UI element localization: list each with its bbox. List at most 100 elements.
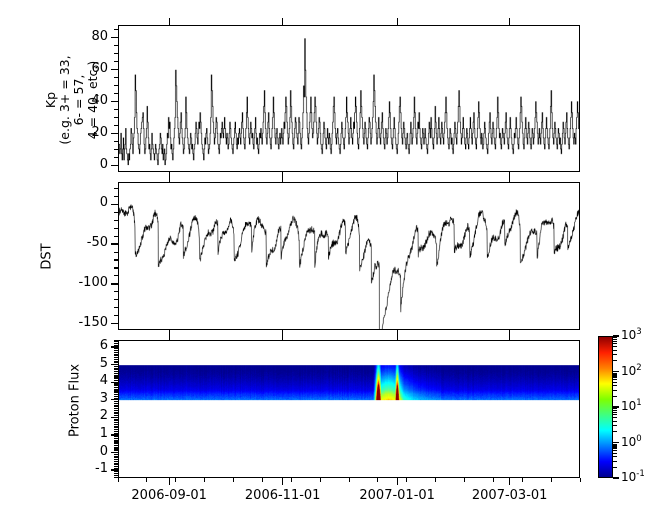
dst-minor-tick xyxy=(114,235,118,237)
proton-flux-minor-tick xyxy=(114,434,118,436)
x-axis-tick-top xyxy=(396,175,398,182)
proton-flux-minor-tick xyxy=(114,415,118,417)
colorbar-minor-tick xyxy=(613,338,617,341)
x-axis-tick-top xyxy=(168,18,170,25)
colorbar-minor-tick xyxy=(613,447,617,449)
kp-minor-tick xyxy=(114,29,118,31)
proton-flux-minor-tick xyxy=(114,383,118,385)
colorbar-minor-tick xyxy=(613,343,617,345)
dst-panel xyxy=(118,182,580,330)
colorbar-minor-tick xyxy=(613,420,617,422)
colorbar-minor-tick xyxy=(613,460,617,462)
proton-flux-minor-tick xyxy=(114,459,118,461)
kp-y-axis-label: Kp (e.g. 3+ = 33, 6- = 57, 4 = 40, etc.) xyxy=(43,20,100,180)
kp-plot-canvas xyxy=(119,26,579,171)
colorbar-minor-tick xyxy=(613,456,617,458)
proton-flux-minor-tick xyxy=(114,350,118,352)
proton-flux-minor-tick xyxy=(114,369,118,371)
proton-flux-minor-tick xyxy=(114,401,118,403)
proton-flux-spectrogram-canvas xyxy=(119,341,579,477)
kp-minor-tick xyxy=(114,93,118,95)
proton-flux-minor-tick xyxy=(114,364,118,366)
colorbar-minor-tick xyxy=(613,389,617,391)
proton-flux-minor-tick xyxy=(114,460,118,462)
dst-y-axis-label: DST xyxy=(39,243,55,270)
x-axis-minor-tick xyxy=(579,478,581,482)
proton-flux-minor-tick xyxy=(114,418,118,420)
kp-ylabel-line-1: (e.g. 3+ = 33, xyxy=(57,55,72,145)
proton-flux-minor-tick xyxy=(114,425,118,427)
x-axis-tick xyxy=(509,478,511,485)
proton-flux-minor-tick xyxy=(114,358,118,360)
colorbar-minor-tick xyxy=(613,337,617,339)
proton-flux-minor-tick xyxy=(114,353,118,355)
proton-flux-minor-tick xyxy=(114,344,118,346)
x-axis-minor-tick xyxy=(550,478,552,482)
x-axis-minor-tick xyxy=(290,478,292,482)
proton-flux-minor-tick xyxy=(114,390,118,392)
kp-panel xyxy=(118,25,580,172)
proton-flux-minor-tick xyxy=(114,436,118,438)
dst-minor-tick xyxy=(114,275,118,277)
proton-flux-tick-label: 1 xyxy=(99,425,108,441)
colorbar-minor-tick xyxy=(613,449,617,451)
proton-flux-minor-tick xyxy=(114,446,118,448)
proton-flux-minor-tick xyxy=(114,422,118,424)
proton-flux-panel xyxy=(118,340,580,478)
proton-flux-minor-tick xyxy=(114,455,118,457)
dst-minor-tick xyxy=(114,299,118,301)
proton-flux-minor-tick xyxy=(114,406,118,408)
dst-minor-tick xyxy=(114,291,118,293)
colorbar-minor-tick xyxy=(613,354,617,356)
x-axis-minor-tick xyxy=(348,478,350,482)
x-axis-minor-tick xyxy=(146,478,148,482)
proton-flux-minor-tick xyxy=(114,362,118,364)
x-axis-minor-tick xyxy=(492,478,494,482)
x-axis-tick-label: 2006-09-01 xyxy=(131,488,207,503)
proton-flux-minor-tick xyxy=(114,448,118,450)
x-axis-tick xyxy=(396,478,398,485)
proton-flux-minor-tick xyxy=(114,452,118,454)
proton-flux-minor-tick xyxy=(114,348,118,350)
proton-flux-minor-tick xyxy=(114,346,118,348)
proton-flux-minor-tick xyxy=(114,430,118,432)
proton-flux-minor-tick xyxy=(114,413,118,415)
proton-flux-minor-tick xyxy=(114,379,118,382)
kp-tick-label: 20 xyxy=(91,124,108,140)
kp-minor-tick xyxy=(114,53,118,55)
proton-flux-minor-tick xyxy=(114,374,118,376)
proton-flux-tick-label: 5 xyxy=(99,355,108,371)
proton-flux-minor-tick xyxy=(114,471,118,473)
colorbar-minor-tick xyxy=(613,452,617,454)
proton-flux-minor-tick xyxy=(114,381,118,383)
proton-flux-tick-label: -1 xyxy=(95,461,108,477)
proton-flux-minor-tick xyxy=(114,408,118,410)
kp-minor-tick xyxy=(114,141,118,143)
colorbar-tick xyxy=(613,335,619,337)
dst-minor-tick xyxy=(114,259,118,261)
proton-flux-minor-tick xyxy=(114,378,118,380)
dst-tick-label: -100 xyxy=(78,274,108,290)
proton-flux-minor-tick xyxy=(114,423,118,425)
proton-flux-minor-tick xyxy=(114,437,118,440)
proton-flux-minor-tick xyxy=(114,395,118,397)
colorbar-tick xyxy=(613,477,619,479)
proton-flux-minor-tick xyxy=(114,462,118,464)
colorbar-minor-tick xyxy=(613,385,617,387)
x-axis-minor-tick xyxy=(464,478,466,482)
colorbar-minor-tick xyxy=(613,381,617,383)
dst-tick-label: 0 xyxy=(99,195,108,211)
x-axis-tick-top xyxy=(282,18,284,25)
proton-flux-minor-tick xyxy=(114,420,118,422)
proton-flux-tick-label: 3 xyxy=(99,390,108,406)
dst-minor-tick xyxy=(114,211,118,213)
proton-flux-minor-tick xyxy=(114,453,118,455)
dst-tick-label: -50 xyxy=(86,235,108,251)
kp-ylabel-line-3: 4 = 40, etc.) xyxy=(85,60,100,140)
kp-minor-tick xyxy=(114,101,118,103)
dst-minor-tick xyxy=(114,267,118,269)
proton-flux-tick-label: 2 xyxy=(99,408,108,424)
colorbar-minor-tick xyxy=(613,414,617,416)
colorbar-minor-tick xyxy=(613,431,617,433)
colorbar-minor-tick xyxy=(613,372,617,374)
